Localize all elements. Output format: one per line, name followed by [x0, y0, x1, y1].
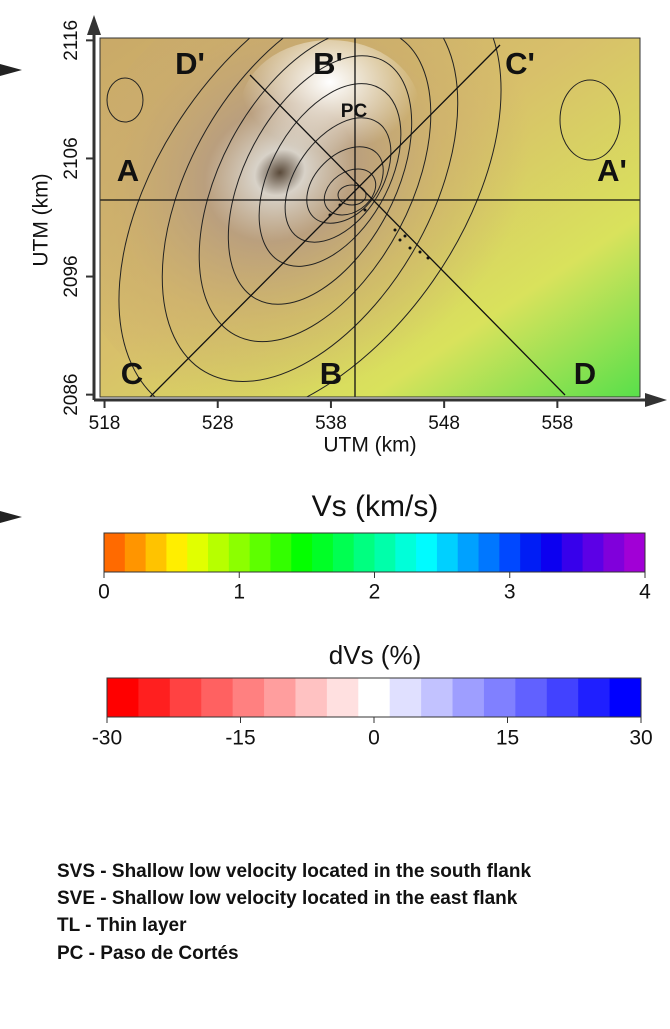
colorbar-cell	[436, 533, 459, 572]
colorbar-cell	[561, 533, 584, 572]
x-tick-label: 548	[428, 413, 460, 434]
colorbar-cell	[270, 533, 292, 572]
map	[100, 38, 640, 397]
y-axis-label: UTM (km)	[30, 173, 53, 266]
section-label: C	[121, 356, 143, 391]
colorbar-cell	[291, 533, 313, 572]
volcano-shading	[100, 38, 571, 397]
section-label: D	[574, 356, 596, 391]
colorbar-cell	[353, 533, 375, 572]
colorbar-cell	[452, 678, 485, 717]
colorbar-cell	[104, 533, 126, 572]
colorbar-cell	[312, 533, 334, 572]
x-tick-label: 558	[542, 413, 574, 434]
colorbar-tick-label: -15	[225, 727, 255, 750]
colorbar-tick-label: 0	[98, 581, 110, 604]
colorbar-cell	[169, 678, 202, 717]
colorbar-cell	[515, 678, 548, 717]
section-label: A'	[597, 153, 627, 188]
colorbar-tick-label: 4	[639, 581, 651, 604]
colorbar-tick-label: -30	[92, 727, 122, 750]
legend-text: TL - Thin layer	[57, 915, 187, 936]
x-axis-label: UTM (km)	[323, 434, 416, 457]
contours	[106, 38, 621, 397]
colorbar-cell	[457, 533, 480, 572]
colorbar-cell	[166, 533, 188, 572]
y-tick-label: 2106	[61, 137, 82, 179]
map-frame	[99, 37, 641, 398]
x-tick-label: 518	[89, 413, 121, 434]
colorbar-cell	[483, 678, 516, 717]
colorbar-cell	[520, 533, 542, 572]
legend-text: SVS - Shallow low velocity located in th…	[57, 861, 531, 882]
colorbar-cell	[187, 533, 209, 572]
colorbar-cell	[374, 533, 396, 572]
colorbar-tick-label: 15	[496, 727, 519, 750]
colorbar-cell	[232, 678, 265, 717]
colorbar-cell	[416, 533, 438, 572]
section-label: A	[117, 153, 139, 188]
colorbar-cell	[145, 533, 167, 572]
colorbar-cell	[295, 678, 328, 717]
colorbar-cell	[138, 678, 171, 717]
colorbar-cell	[609, 678, 642, 717]
y-tick-label: 2086	[61, 373, 82, 415]
colorbar-cell	[395, 533, 417, 572]
colorbar-cell	[582, 533, 604, 572]
section-label: D'	[175, 46, 205, 81]
colorbar-cell	[326, 678, 359, 717]
colorbar-cell	[208, 533, 230, 572]
colorbar-cell	[546, 678, 579, 717]
edge-arrows	[0, 64, 22, 523]
colorbar-cell	[358, 678, 391, 717]
colorbar-cell	[578, 678, 611, 717]
colorbar-tick-label: 3	[504, 581, 516, 604]
legend-text: SVE - Shallow low velocity located in th…	[57, 888, 518, 909]
colorbar-cell	[264, 678, 296, 717]
section-label: C'	[505, 46, 535, 81]
x-tick-label: 538	[315, 413, 347, 434]
colorbar-cell	[389, 678, 422, 717]
colorbar-cell	[249, 533, 271, 572]
summit-highlight	[240, 40, 420, 180]
section-label: B'	[313, 46, 343, 81]
colorbar-tick-label: 2	[369, 581, 381, 604]
colorbar-tick-label: 30	[629, 727, 652, 750]
colorbar-cell	[421, 678, 454, 717]
colorbar-cell	[124, 533, 147, 572]
y-tick-label: 2096	[61, 255, 82, 297]
colorbar-cell	[228, 533, 251, 572]
colorbar-cell	[332, 533, 355, 572]
colorbar-cell	[540, 533, 563, 572]
section-label: B	[320, 356, 342, 391]
colorbar-cell	[499, 533, 521, 572]
colorbar-tick-label: 0	[368, 727, 380, 750]
vs-colorbar: 0 1 2 3 4	[98, 532, 651, 604]
colorbar-title: dVs (%)	[329, 640, 421, 670]
legend-text: PC - Paso de Cortés	[57, 943, 239, 964]
colorbar-cell	[624, 533, 646, 572]
colorbar-cell	[478, 533, 500, 572]
colorbar-cell	[603, 533, 625, 572]
colorbar-title: Vs (km/s)	[312, 490, 439, 523]
y-tick-label: 2116	[61, 20, 82, 61]
colorbar-cell	[107, 678, 139, 717]
section-lines	[100, 38, 640, 397]
place-label: PC	[341, 101, 368, 122]
x-tick-label: 528	[202, 413, 234, 434]
colorbar-tick-label: 1	[233, 581, 245, 604]
colorbar-cell	[201, 678, 234, 717]
dvs-colorbar: -30 -15 0 15 30	[92, 677, 653, 750]
